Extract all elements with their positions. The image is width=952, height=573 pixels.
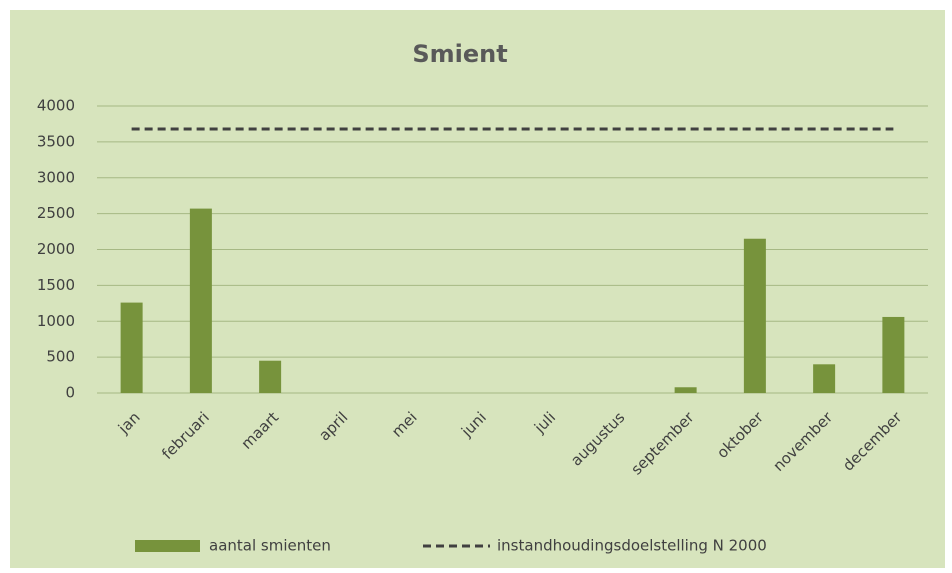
legend-label: aantal smienten [209, 537, 331, 555]
y-tick-label: 2000 [37, 240, 75, 258]
bar [259, 360, 282, 393]
chart-background [10, 10, 945, 568]
y-tick-label: 500 [46, 348, 75, 366]
legend-label: instandhoudingsdoelstelling N 2000 [497, 537, 767, 555]
chart-title: Smient [412, 40, 507, 68]
bar [743, 238, 766, 393]
y-tick-label: 1000 [37, 312, 75, 330]
bar [674, 387, 697, 393]
bar [813, 364, 836, 393]
bar [882, 316, 905, 393]
y-tick-label: 0 [65, 384, 75, 402]
y-tick-label: 3500 [37, 132, 75, 150]
legend-swatch [135, 540, 200, 552]
y-tick-label: 1500 [37, 276, 75, 294]
bar [189, 208, 212, 393]
bar [120, 302, 143, 393]
y-tick-label: 4000 [37, 97, 75, 115]
y-tick-label: 3000 [37, 168, 75, 186]
y-tick-label: 2500 [37, 204, 75, 222]
